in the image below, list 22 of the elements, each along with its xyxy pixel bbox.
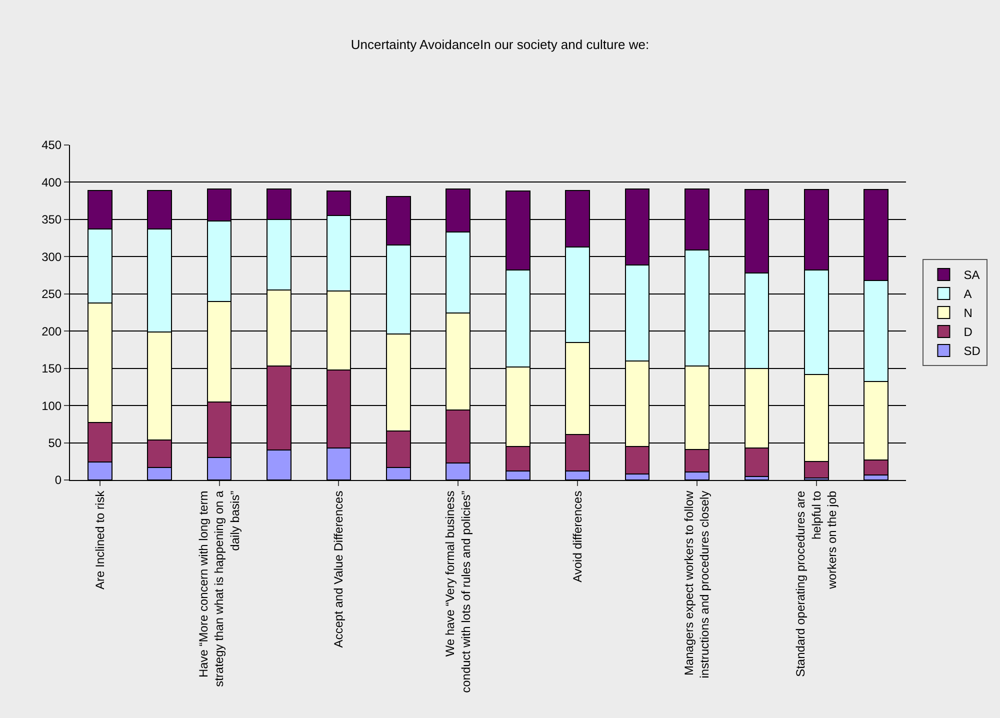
y-tick-label: 250	[42, 287, 62, 302]
y-tick-label: 50	[48, 436, 62, 450]
y-tick-label: 350	[42, 212, 62, 227]
legend-label: N	[964, 306, 972, 320]
legend-label: SA	[964, 268, 980, 282]
y-tick-label: 100	[42, 398, 62, 413]
x-tick-label: Managers expect workers to follow instructions and procedures closely	[682, 490, 712, 678]
legend-label: A	[964, 287, 972, 302]
legend-label: D	[964, 325, 973, 340]
y-tick-label: 300	[42, 250, 62, 264]
y-tick-label: 450	[42, 138, 62, 152]
x-tick-label: Accept and Value Differences	[332, 490, 346, 648]
x-tick-label: We have “Very formal business conduct with lots of rules and policies”	[443, 490, 473, 693]
legend-label: SD	[964, 344, 981, 358]
y-tick-label: 200	[42, 324, 62, 338]
x-tick-label: Avoid differences	[570, 490, 584, 582]
x-tick-label: Have “More concern with long term strategy than what is happening on a daily basis”	[196, 490, 242, 687]
x-tick-label: Are Inclined to risk	[92, 490, 107, 590]
chart-title: Uncertainty AvoidanceIn our society and culture we:	[350, 37, 650, 52]
y-tick-label: 150	[42, 362, 62, 376]
y-tick-label: 400	[42, 175, 62, 190]
y-tick-label: 0	[54, 473, 62, 488]
